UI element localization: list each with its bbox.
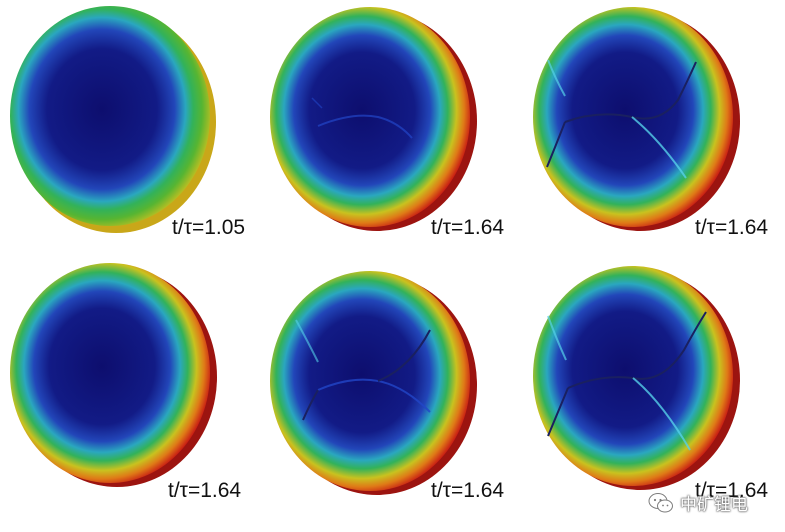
crack-line <box>547 59 566 97</box>
crack-line <box>311 97 323 109</box>
disc-panel-2 <box>270 7 477 231</box>
crack-line <box>547 315 567 361</box>
watermark-text: 中矿锂电 <box>680 495 748 515</box>
crack-line <box>564 61 697 123</box>
time-label-panel-4: t/τ=1.64 <box>168 479 242 502</box>
time-label-panel-2: t/τ=1.64 <box>431 216 505 239</box>
time-label-panel-5: t/τ=1.64 <box>431 479 505 502</box>
time-label-panel-6: t/τ=1.64 <box>695 479 769 502</box>
disc-panel-1 <box>10 6 216 233</box>
wechat-icon <box>648 492 673 512</box>
watermark: 中矿锂电 <box>648 490 748 515</box>
crack-line <box>295 319 319 363</box>
crack-line <box>302 389 319 421</box>
disc-face <box>270 271 470 491</box>
disc-panel-4 <box>10 263 217 487</box>
disc-panel-6 <box>533 266 740 490</box>
disc-face <box>533 266 733 486</box>
disc-face <box>270 7 470 227</box>
time-label-panel-3: t/τ=1.64 <box>695 216 769 239</box>
crack-line <box>632 377 691 451</box>
crack-line <box>631 116 687 179</box>
crack-line <box>547 387 569 437</box>
crack-line <box>317 114 413 139</box>
time-label-panel-1: t/τ=1.05 <box>172 216 246 239</box>
disc-panel-5 <box>270 271 477 495</box>
crack-line <box>377 329 431 382</box>
disc-face <box>10 6 210 226</box>
crack-line <box>546 121 566 168</box>
crack-line <box>567 311 707 389</box>
disc-face <box>10 263 210 483</box>
disc-panel-3 <box>533 7 740 231</box>
